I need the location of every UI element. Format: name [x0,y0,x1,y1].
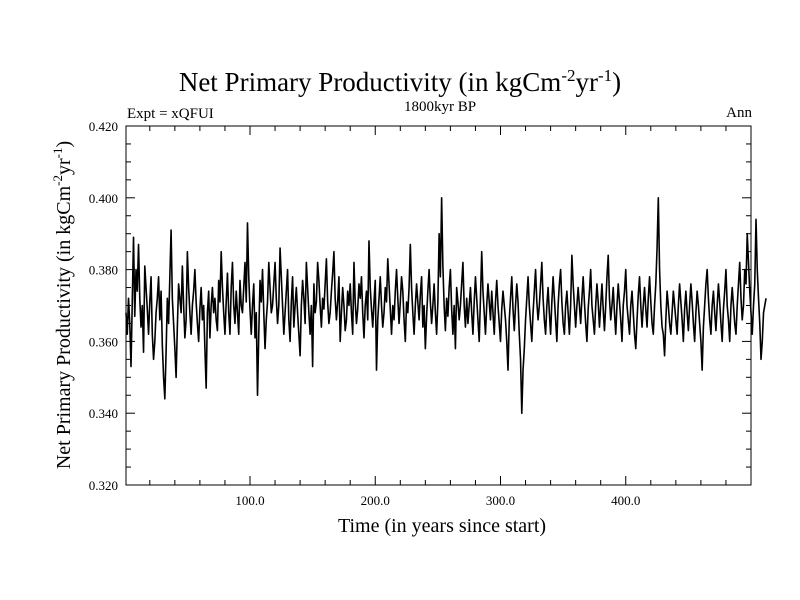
x-axis-tick-labels: 100.0 200.0 300.0 400.0 [235,493,640,508]
y-tick-label: 0.380 [89,263,118,278]
x-tick-label: 200.0 [361,493,390,508]
y-tick-label: 0.360 [89,334,118,349]
x-tick-label: 300.0 [486,493,515,508]
period-label: 1800kyr BP [404,99,476,115]
chart-title: Net Primary Productivity (in kgCm-2yr-1) [179,66,621,97]
x-tick-label: 400.0 [611,493,640,508]
y-tick-label: 0.400 [89,191,118,206]
x-axis-ticks [149,126,727,485]
experiment-label: Expt = xQFUI [127,106,214,122]
x-tick-label: 100.0 [235,493,264,508]
y-axis-title: Net Primary Productivity (in kgCm-2yr-1) [50,141,75,469]
y-axis-tick-labels: 0.320 0.340 0.360 0.380 0.400 0.420 [89,119,118,493]
npp-series-line [125,197,767,415]
season-label: Ann [726,105,752,121]
y-tick-label: 0.340 [89,406,118,421]
x-axis-title: Time (in years since start) [338,515,546,537]
y-tick-label: 0.420 [89,119,118,134]
y-tick-label: 0.320 [89,478,118,493]
